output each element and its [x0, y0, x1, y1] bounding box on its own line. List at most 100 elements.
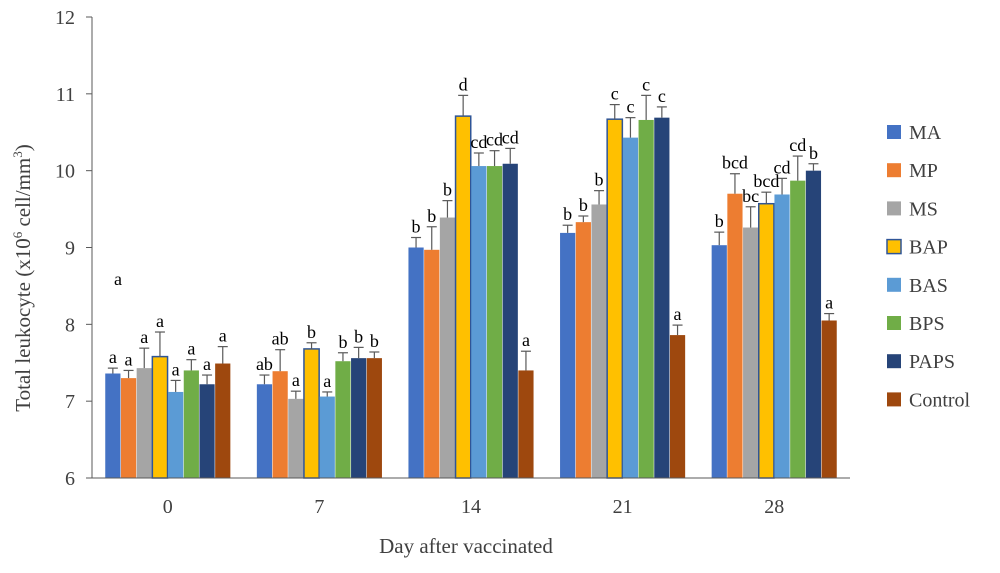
bar: [669, 335, 686, 478]
bar: [774, 194, 790, 479]
legend-label: PAPS: [909, 351, 955, 373]
bar: [319, 396, 335, 478]
bar: [199, 384, 215, 478]
significance-letter: ab: [272, 329, 289, 349]
significance-letter: a: [522, 330, 530, 350]
significance-letter: d: [459, 74, 468, 94]
bar: [606, 118, 624, 479]
bar: [272, 371, 288, 478]
y-axis-ticks: 6 7 8 9 10 11 12: [55, 7, 92, 490]
x-tick-label: 28: [764, 496, 784, 518]
significance-letter: a: [109, 347, 117, 367]
bar: [120, 378, 137, 478]
bar: [486, 166, 503, 478]
significance-letter: a: [125, 349, 133, 369]
y-axis-label-main: Total leukocyte (x10: [11, 238, 35, 411]
bar: [805, 170, 822, 478]
significance-letter: ab: [256, 354, 273, 374]
y-tick-label: 9: [65, 238, 75, 260]
y-axis-label-sup-2: 3: [10, 151, 25, 158]
y-tick-label: 12: [55, 7, 75, 29]
x-tick-label: 0: [163, 496, 173, 518]
significance-letter: a: [825, 293, 833, 313]
significance-letter: a: [219, 326, 227, 346]
x-axis-label: Day after vaccinated: [379, 534, 553, 558]
significance-letter: b: [579, 195, 588, 215]
significance-letter: a: [172, 359, 180, 379]
significance-letter: c: [611, 84, 619, 104]
significance-letter: a: [140, 327, 148, 347]
bar: [758, 202, 775, 479]
significance-letter: bc: [742, 186, 759, 206]
legend-label: MA: [909, 122, 942, 144]
legend-swatch: [887, 277, 901, 292]
bar: [351, 358, 367, 478]
significance-letter: a: [203, 354, 211, 374]
significance-letter: c: [642, 74, 650, 94]
bar: [560, 232, 576, 478]
significance-letter: b: [809, 143, 818, 163]
legend-label: BAS: [909, 275, 948, 297]
significance-letter: b: [563, 204, 572, 224]
bar: [575, 222, 591, 478]
legend-swatch: [887, 392, 901, 407]
significance-letter: a: [674, 304, 682, 324]
bars-group: [105, 115, 837, 479]
bar: [424, 249, 440, 478]
legend-swatch: [886, 238, 902, 255]
y-tick-label: 11: [56, 84, 75, 106]
significance-letter: cd: [789, 135, 806, 155]
y-axis-label-mid: cell/mm: [11, 158, 35, 232]
x-axis-ticks: 0 7 14 21 28: [163, 496, 784, 518]
significance-letter: b: [370, 331, 379, 351]
bar: [408, 247, 424, 478]
bar: [439, 217, 456, 478]
significance-letter: bcd: [753, 171, 779, 191]
y-tick-label: 7: [65, 391, 75, 413]
bar: [591, 204, 607, 478]
significance-letter: cd: [774, 157, 791, 177]
y-axis-label: Total leukocyte (x106 cell/mm3): [10, 144, 35, 412]
y-axis-label-sup-1: 6: [10, 231, 25, 238]
bar: [454, 115, 472, 479]
significance-letter: cd: [502, 127, 519, 147]
significance-letter: a: [156, 311, 164, 331]
y-tick-label: 8: [65, 314, 75, 336]
legend-swatch: [887, 316, 901, 330]
bar: [366, 358, 382, 478]
bar: [821, 320, 837, 478]
bar: [727, 193, 743, 478]
bar: [183, 370, 199, 478]
significance-letter: b: [715, 211, 724, 231]
bar: [790, 180, 806, 478]
significance-letter: cd: [486, 130, 503, 150]
bar: [638, 119, 654, 478]
significance-letter: b: [338, 332, 347, 352]
bar: [168, 391, 184, 478]
significance-letter: a: [187, 339, 195, 359]
legend-swatch: [887, 125, 901, 139]
error-bars-group: [107, 94, 835, 399]
x-tick-label: 14: [461, 496, 481, 518]
stray-annotation-label: a: [114, 269, 122, 289]
significance-letter: c: [626, 97, 634, 117]
significance-letter: b: [354, 326, 363, 346]
significance-letter: b: [427, 206, 436, 226]
bar: [303, 348, 320, 479]
y-tick-label: 10: [55, 161, 75, 183]
significance-letter: b: [443, 180, 452, 200]
legend: MA MP MS BAP BAS BPS PAPS Control: [886, 122, 971, 411]
legend-label: BPS: [909, 313, 945, 335]
bar: [335, 361, 351, 478]
bar: [151, 355, 169, 479]
bar: [105, 373, 121, 478]
legend-label: Control: [909, 389, 971, 411]
legend-swatch: [887, 201, 901, 216]
significance-letter: bcd: [722, 153, 748, 173]
x-tick-label: 7: [314, 496, 324, 518]
significance-letter: a: [323, 371, 331, 391]
bar: [471, 166, 487, 478]
significance-letter: b: [595, 170, 604, 190]
significance-letter: b: [412, 217, 421, 237]
